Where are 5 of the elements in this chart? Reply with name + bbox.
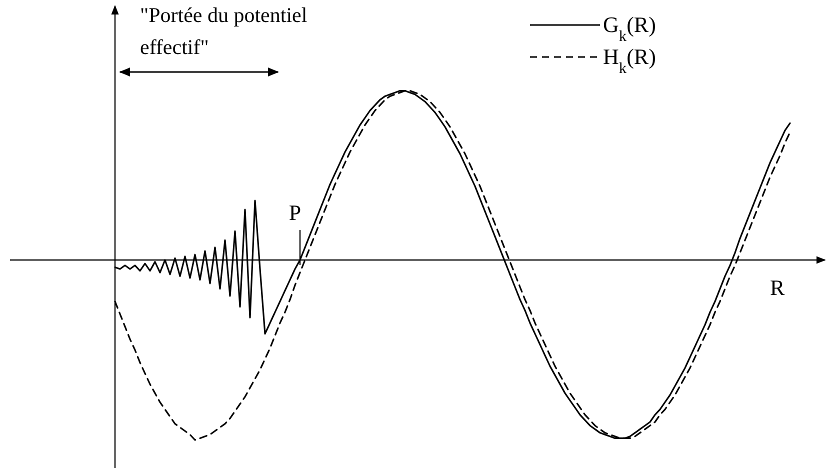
annotation: P [288, 200, 302, 225]
x-axis-title: R [770, 275, 785, 300]
legend-label: H$_{k}$(R) [603, 44, 656, 76]
legend-label: G$_{k}$(R) [603, 12, 656, 44]
text: "Portée du potentiel effectif" [140, 3, 308, 59]
